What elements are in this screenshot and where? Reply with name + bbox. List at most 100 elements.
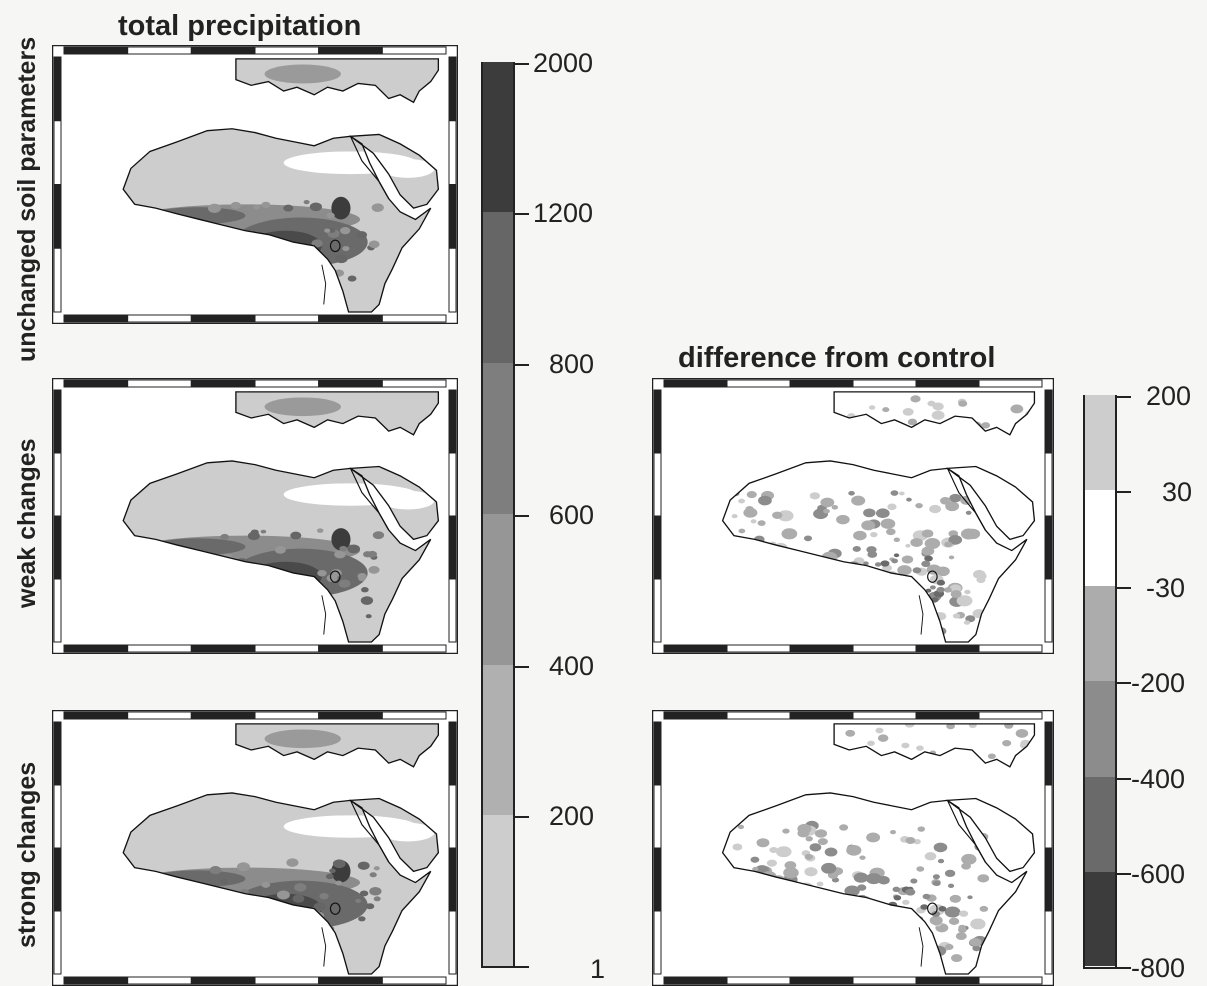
map-frame-tick xyxy=(1044,578,1053,643)
map-data-patch xyxy=(852,546,861,552)
map-data-patch xyxy=(944,587,952,593)
colorbar-diff-tickmark xyxy=(1117,396,1131,398)
colorbar-segment xyxy=(1085,395,1115,490)
map-frame-tick xyxy=(1044,721,1053,786)
map-data-patch xyxy=(261,881,271,888)
map-data-patch xyxy=(316,528,324,533)
map-data-patch xyxy=(766,859,777,867)
map-data-patch xyxy=(769,846,779,854)
map-data-patch xyxy=(373,896,381,902)
map-data-patch xyxy=(893,553,900,558)
map-frame-tick xyxy=(978,644,1043,653)
red-sea-coast xyxy=(349,136,390,199)
colorbar-segment xyxy=(1085,490,1115,586)
map-frame-tick xyxy=(852,379,917,388)
colorbar-segment xyxy=(483,363,513,514)
map-data-patch xyxy=(969,937,982,947)
map-total-precip-weak xyxy=(52,378,458,654)
map-data-patch xyxy=(324,228,331,233)
map-data-patch xyxy=(777,510,794,522)
map-frame-tick xyxy=(63,379,129,388)
map-frame-tick xyxy=(653,515,662,580)
map-frame-tick xyxy=(915,644,980,653)
dry-region xyxy=(381,822,435,842)
map-frame-tick xyxy=(653,721,662,786)
map-data-patch xyxy=(937,858,945,864)
map-data-patch xyxy=(772,511,783,519)
map-frame-tick xyxy=(190,711,256,720)
map-data-patch xyxy=(372,531,385,540)
map-frame-tick xyxy=(190,976,256,985)
colorbar-precip-tick-label: 400 xyxy=(549,651,595,681)
map-frame-tick xyxy=(448,120,457,185)
map-frame-tick xyxy=(53,56,62,122)
map-data-patch xyxy=(949,894,962,903)
map-data-patch xyxy=(944,541,953,548)
map-frame-tick xyxy=(318,314,383,323)
map-data-patch xyxy=(927,400,936,407)
map-data-patch xyxy=(220,878,229,885)
map-data-patch xyxy=(805,836,813,842)
map-data-patch xyxy=(326,574,338,583)
colorbar-diff-tick-label: -600 xyxy=(1131,859,1186,889)
map-data-patch xyxy=(230,201,241,210)
map-data-patch xyxy=(893,537,900,543)
red-sea-coast xyxy=(946,468,986,531)
map-data-patch xyxy=(757,520,766,526)
colorbar-difference xyxy=(1083,395,1117,969)
map-data-patch xyxy=(952,613,961,619)
map-data-patch xyxy=(890,830,897,835)
map-data-patch xyxy=(987,753,996,760)
map-data-patch xyxy=(752,866,759,872)
map-frame-tick xyxy=(53,452,62,517)
map-data-patch xyxy=(732,843,743,851)
row-label-unchanged-soil-parameters: unchanged soil parameters xyxy=(13,36,41,362)
map-frame-tick xyxy=(63,46,129,55)
map-data-patch xyxy=(839,824,849,831)
map-data-patch xyxy=(369,872,377,878)
map-data-patch xyxy=(365,903,375,910)
map-data-patch xyxy=(809,843,822,852)
map-data-patch xyxy=(823,508,830,514)
map-data-patch xyxy=(816,881,824,887)
map-data-patch xyxy=(356,231,368,239)
map-data-patch xyxy=(933,842,948,853)
colorbar-precip-tick-label: 600 xyxy=(549,500,595,530)
map-data-patch xyxy=(901,742,910,749)
colorbar-diff-tickmark xyxy=(1117,682,1131,684)
map-data-patch xyxy=(745,506,754,512)
map-frame-tick xyxy=(978,711,1043,720)
map-data-patch xyxy=(359,890,369,897)
map-data-patch xyxy=(804,867,818,877)
lake-victoria xyxy=(329,570,341,583)
map-frame-tick xyxy=(318,644,383,653)
map-frame-tick xyxy=(978,976,1043,985)
map-data-patch xyxy=(853,872,869,883)
map-data-patch xyxy=(342,246,350,252)
map-data-patch xyxy=(863,561,869,566)
map-frame-tick xyxy=(381,711,447,720)
map-data-patch xyxy=(891,558,899,564)
map-data-patch xyxy=(750,856,760,863)
coastline xyxy=(833,391,1036,436)
map-data-patch xyxy=(959,910,969,917)
map-data-patch xyxy=(929,585,936,590)
map-data-patch xyxy=(319,892,329,900)
map-data-patch xyxy=(738,498,745,504)
colorbar-segment xyxy=(483,62,513,212)
colorbar-diff-tick-label: 30 xyxy=(1162,477,1193,507)
colorbar-segment xyxy=(1085,872,1115,966)
map-data-patch xyxy=(292,894,305,903)
map-data-patch xyxy=(924,537,941,549)
map-data-patch xyxy=(946,723,955,730)
map-data-patch xyxy=(775,846,792,858)
map-data-patch xyxy=(325,873,334,880)
colorbar-precip-tickmark xyxy=(515,515,529,517)
colorbar-diff-tickmark xyxy=(1117,873,1131,875)
map-frame-tick xyxy=(254,644,320,653)
map-frame-tick xyxy=(254,976,320,985)
map-data-patch xyxy=(360,596,374,605)
map-data-patch xyxy=(737,824,745,830)
map-data-patch xyxy=(283,204,294,212)
map-frame-tick xyxy=(127,46,192,55)
